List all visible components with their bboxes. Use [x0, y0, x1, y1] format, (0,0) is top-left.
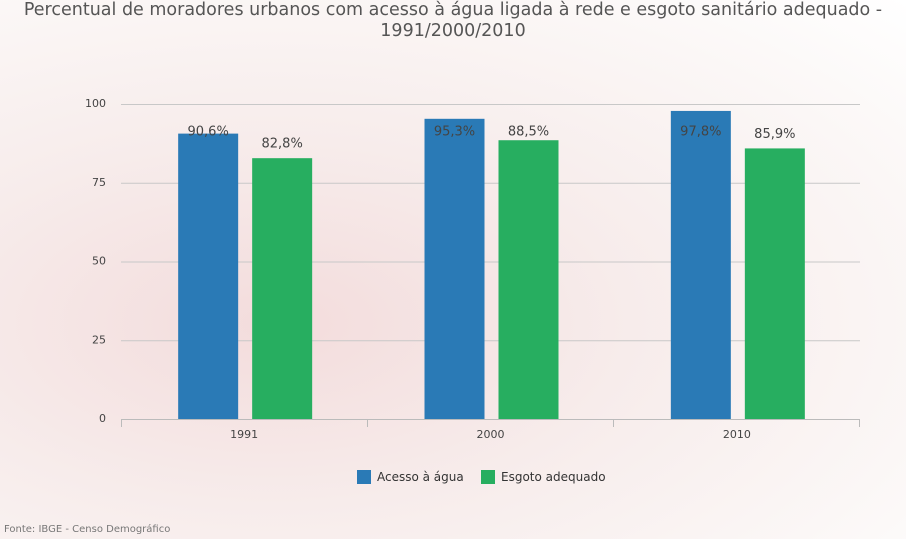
bar [252, 158, 313, 419]
bar [670, 110, 731, 420]
legend-swatch [357, 470, 371, 484]
legend-label: Esgoto adequado [501, 470, 606, 484]
y-tick-label: 25 [92, 333, 106, 346]
x-tick-label: 2010 [723, 428, 751, 441]
y-tick-label: 75 [92, 176, 106, 189]
value-label: 97,8% [680, 125, 721, 140]
y-tick-label: 100 [85, 97, 106, 110]
value-label: 85,9% [754, 127, 795, 142]
bar [498, 140, 559, 419]
bar [178, 133, 239, 420]
value-label: 88,5% [508, 125, 549, 140]
chart-title: Percentual de moradores urbanos com aces… [23, 0, 883, 41]
bar [744, 148, 805, 420]
x-tick-label: 1991 [230, 428, 258, 441]
y-tick-label: 0 [99, 412, 106, 425]
value-label: 82,8% [262, 137, 303, 152]
legend-swatch [481, 470, 495, 484]
x-tick-label: 2000 [477, 428, 505, 441]
y-tick-label: 50 [92, 255, 106, 268]
bar [424, 118, 485, 420]
legend-label: Acesso à água [377, 470, 464, 484]
value-label: 90,6% [188, 125, 229, 140]
value-label: 95,3% [434, 125, 475, 140]
source: Fonte: IBGE - Censo Demográfico [4, 524, 171, 535]
